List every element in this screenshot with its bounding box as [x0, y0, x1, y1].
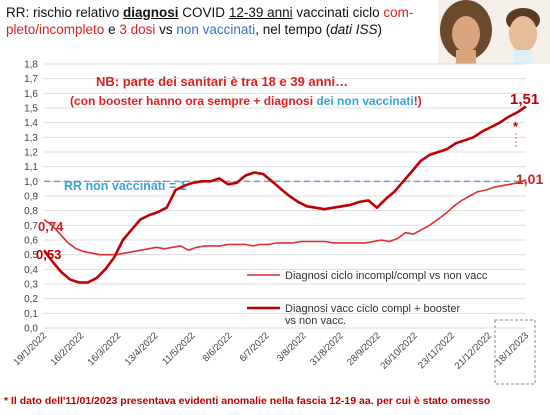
x-tick-label: 3/8/2022 [275, 330, 309, 364]
y-tick-label: 0,9 [24, 192, 38, 203]
title-part: com-pleto/incompleto [6, 5, 414, 37]
y-tick-label: 0,6 [24, 236, 38, 247]
x-tick-label: 26/10/2022 [378, 330, 419, 371]
legend-label-line: vs non vacc. [285, 315, 346, 327]
title-part: e [104, 22, 120, 37]
title-part: , nel tempo ( [255, 22, 331, 37]
title-part: dati ISS [330, 22, 378, 37]
x-tick-label: 13/4/2022 [123, 330, 161, 368]
footnote: * Il dato dell'11/01/2023 presentava evi… [4, 395, 491, 407]
y-axis: 0,0 0,1 0,2 0,3 0,4 0,5 0,6 0,7 0,8 0,9 1,0 1,1 1,2 1… [24, 60, 38, 335]
y-tick-label: 1,3 [24, 133, 38, 144]
x-tick-label: 18/1/2023 [493, 330, 531, 368]
series-line-incompl-compl [43, 179, 527, 256]
y-tick-label: 0,4 [24, 265, 38, 276]
x-tick-label: 23/11/2022 [416, 330, 457, 371]
people-photo-icon [438, 0, 550, 64]
series-lines [42, 105, 527, 284]
note-part: dei non vaccinati [316, 94, 413, 108]
y-tick-label: 0,8 [24, 206, 38, 217]
annotation-end-light: 1,01 [516, 171, 543, 187]
note-line-1: NB: parte dei sanitari è tra 18 e 39 ann… [96, 74, 348, 89]
annotation-asterisk: * [513, 119, 519, 134]
note-part: !) [414, 94, 422, 108]
x-tick-label: 8/6/2022 [201, 330, 235, 364]
annotation-end-dark: 1,51 [510, 91, 539, 108]
title-part: ) [377, 22, 383, 37]
series-line-booster [42, 105, 527, 284]
grid [44, 63, 526, 329]
x-tick-label: 16/3/2022 [86, 330, 124, 368]
title-part: COVID [178, 5, 229, 20]
y-tick-label: 0,5 [24, 250, 38, 261]
y-tick-label: 0,3 [24, 280, 38, 291]
y-tick-label: 0,7 [24, 221, 38, 232]
x-tick-label: 11/5/2022 [160, 330, 197, 367]
legend-label: Diagnosi vacc ciclo compl + booster vs no… [285, 303, 460, 327]
y-tick-label: 1,8 [24, 60, 38, 71]
title-part: non vaccinati [176, 22, 256, 37]
y-tick-label: 1,2 [24, 148, 38, 159]
y-tick-label: 0,1 [24, 309, 38, 320]
legend-label: Diagnosi ciclo incompl/compl vs non vacc [285, 270, 488, 282]
title-part: vaccinati ciclo [292, 5, 384, 20]
y-tick-label: 1,4 [24, 118, 38, 129]
legend: Diagnosi ciclo incompl/compl vs non vacc… [247, 270, 488, 327]
note-part: (con booster hanno ora sempre + diagnosi [70, 94, 316, 108]
title-part: vs [155, 22, 177, 37]
legend-label-line: Diagnosi vacc ciclo compl + booster [285, 303, 460, 315]
y-tick-label: 1,0 [24, 177, 38, 188]
title-part: diagnosi [123, 5, 179, 20]
chart-title: RR: rischio relativo diagnosi COVID 12-3… [6, 4, 438, 38]
x-tick-label: 6/7/2022 [238, 330, 272, 364]
y-tick-label: 1,1 [24, 162, 38, 173]
annotation-start-dark: 0,53 [36, 247, 61, 262]
y-tick-label: 0,0 [24, 324, 38, 335]
x-tick-label: 16/2/2022 [49, 330, 87, 368]
x-tick-label: 28/9/2022 [345, 330, 383, 368]
reference-label: RR non vaccinati = 1 [64, 179, 187, 193]
last-date-highlight [494, 319, 536, 385]
x-axis: 19/1/2022 16/2/2022 16/3/2022 13/4/2022 11/5… [11, 330, 531, 371]
title-part: RR: rischio relativo [6, 5, 124, 20]
x-tick-label: 31/8/2022 [308, 330, 346, 368]
x-tick-label: 21/12/2022 [453, 330, 494, 371]
x-tick-label: 19/1/2022 [11, 330, 49, 368]
y-tick-label: 0,2 [24, 294, 38, 305]
y-tick-label: 1,5 [24, 104, 38, 115]
y-tick-label: 1,6 [24, 89, 38, 100]
y-tick-label: 1,7 [24, 74, 38, 85]
note-line-2: (con booster hanno ora sempre + diagnosi… [70, 94, 422, 108]
annotation-start-light: 0,74 [38, 219, 64, 234]
title-part: 12-39 anni [228, 5, 293, 20]
title-part: 3 dosi [119, 22, 156, 37]
